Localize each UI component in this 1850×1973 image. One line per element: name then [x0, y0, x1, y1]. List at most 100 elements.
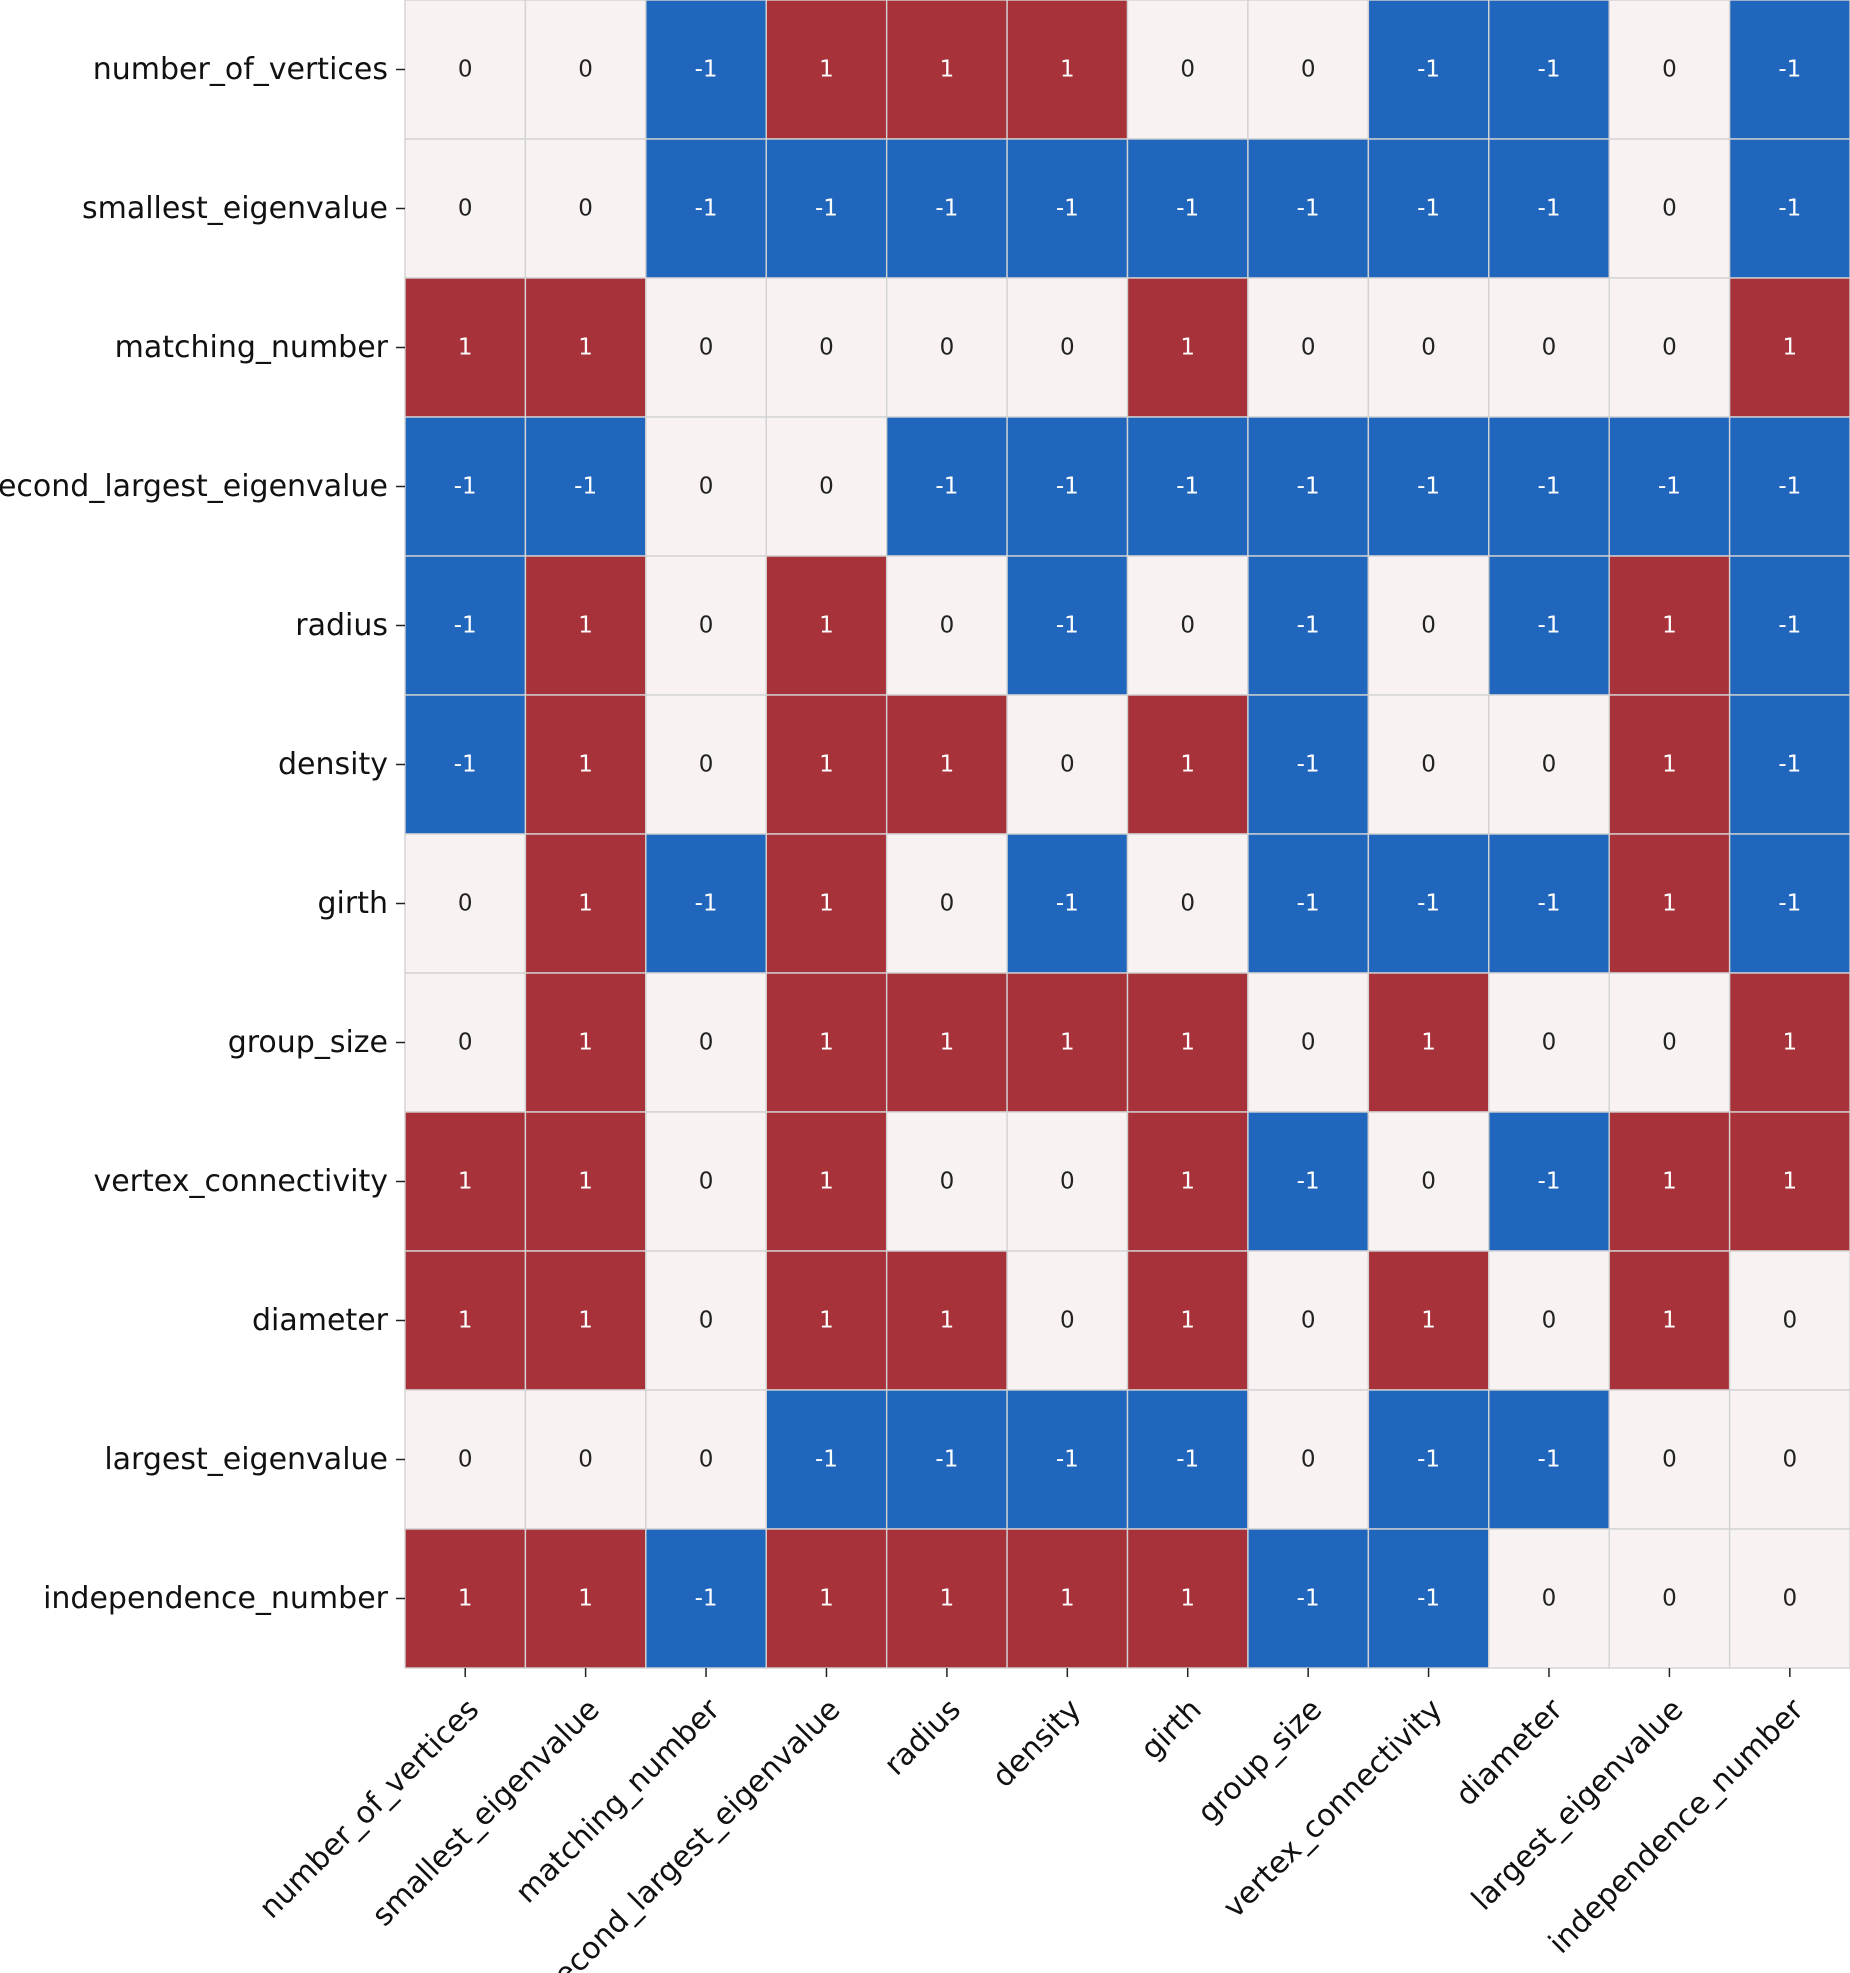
cell-value-label: 1 — [578, 335, 593, 361]
heatmap-cell — [1126, 0, 1249, 140]
cell-value-label: -1 — [1417, 1447, 1440, 1473]
heatmap-cell — [885, 277, 1008, 418]
heatmap-cell — [1006, 416, 1129, 557]
heatmap-cell — [1728, 138, 1850, 279]
cell-value-label: 0 — [1783, 1447, 1798, 1473]
cell-value-label: 1 — [1783, 335, 1798, 361]
cell-value-label: -1 — [815, 196, 838, 222]
cell-value-label: -1 — [1778, 57, 1801, 83]
row-label: vertex_connectivity — [93, 1164, 388, 1199]
cell-value-label: -1 — [695, 57, 718, 83]
heatmap-cell — [1367, 972, 1490, 1113]
column-label: smallest_eigenvalue — [365, 1692, 606, 1933]
heatmap-cell — [765, 277, 888, 418]
cell-value-label: -1 — [1538, 474, 1561, 500]
heatmap-cell — [765, 0, 888, 140]
cell-value-label: -1 — [1297, 891, 1320, 917]
heatmap-cell — [765, 1528, 888, 1669]
cell-value-label: -1 — [1538, 1447, 1561, 1473]
cell-value-label: 1 — [458, 1169, 473, 1195]
heatmap-cell — [1728, 1528, 1850, 1669]
cell-value-label: -1 — [1778, 613, 1801, 639]
column-label: largest_eigenvalue — [1465, 1692, 1690, 1917]
heatmap-cell — [645, 277, 767, 418]
heatmap-cell — [1006, 694, 1129, 835]
heatmap-cell — [645, 972, 767, 1113]
cell-value-label: -1 — [1297, 752, 1320, 778]
heatmap-cell — [1367, 833, 1490, 974]
cell-value-label: 0 — [1180, 57, 1195, 83]
heatmap-cell — [885, 833, 1008, 974]
cell-value-label: 0 — [699, 752, 714, 778]
cell-value-label: -1 — [1417, 891, 1440, 917]
cell-value-label: 1 — [1180, 752, 1195, 778]
column-label: independence_number — [1542, 1692, 1811, 1961]
cell-value-label: 1 — [940, 1030, 955, 1056]
cell-value-label: -1 — [935, 474, 958, 500]
heatmap-cell — [404, 277, 527, 418]
heatmap-cell — [524, 694, 647, 835]
cell-value-label: -1 — [1778, 891, 1801, 917]
heatmap-cell — [1367, 555, 1490, 696]
heatmap-cell — [765, 972, 888, 1113]
cell-value-label: 1 — [578, 752, 593, 778]
heatmap-cell — [1488, 1528, 1610, 1669]
cell-value-label: 1 — [1662, 613, 1677, 639]
column-label: density — [986, 1692, 1089, 1795]
heatmap-cell — [524, 416, 647, 557]
cell-value-label: 0 — [1662, 57, 1677, 83]
heatmap-cell — [1488, 0, 1610, 140]
cell-value-label: 1 — [578, 1308, 593, 1334]
heatmap-cell — [1608, 1389, 1731, 1530]
cell-value-label: 0 — [699, 335, 714, 361]
heatmap-cell — [1247, 833, 1370, 974]
heatmap-cell — [1126, 972, 1249, 1113]
column-labels: number_of_verticessmallest_eigenvaluemat… — [253, 1668, 1811, 1973]
heatmap-cell — [1608, 1111, 1731, 1252]
cell-value-label: -1 — [454, 613, 477, 639]
heatmap-cell — [885, 1528, 1008, 1669]
cell-value-label: -1 — [1056, 1447, 1079, 1473]
cell-value-label: 0 — [1060, 752, 1075, 778]
heatmap-cell — [885, 416, 1008, 557]
cell-value-label: 1 — [819, 1308, 834, 1334]
cell-value-label: 0 — [1301, 1308, 1316, 1334]
heatmap-cell — [885, 0, 1008, 140]
heatmap-cell — [1006, 1389, 1129, 1530]
cell-value-label: 0 — [699, 474, 714, 500]
cell-value-label: 1 — [1421, 1308, 1436, 1334]
cell-value-label: 0 — [458, 1447, 473, 1473]
row-label: second_largest_eigenvalue — [0, 469, 388, 504]
cell-value-label: 0 — [1783, 1586, 1798, 1612]
cell-value-label: 1 — [819, 57, 834, 83]
column-label: diameter — [1449, 1692, 1570, 1813]
cell-value-label: 1 — [1662, 752, 1677, 778]
column-label: girth — [1134, 1692, 1209, 1767]
heatmap-cell — [404, 1111, 527, 1252]
row-label: density — [278, 747, 388, 782]
heatmap-cell — [524, 1528, 647, 1669]
cell-value-label: 0 — [1421, 752, 1436, 778]
heatmap-cell — [1367, 0, 1490, 140]
cell-value-label: 0 — [1301, 1447, 1316, 1473]
cell-value-label: 1 — [819, 1169, 834, 1195]
heatmap-cell — [1006, 833, 1129, 974]
heatmap-cell — [1247, 1111, 1370, 1252]
cell-value-label: 0 — [458, 891, 473, 917]
cell-value-label: 1 — [819, 1586, 834, 1612]
cell-value-label: 0 — [699, 1308, 714, 1334]
heatmap-cell — [1126, 1250, 1249, 1391]
heatmap-cell — [1608, 416, 1731, 557]
heatmap-cell — [1367, 1111, 1490, 1252]
cell-value-label: 0 — [699, 613, 714, 639]
row-label: girth — [318, 886, 389, 921]
cell-value-label: 0 — [578, 196, 593, 222]
cell-value-label: 1 — [819, 613, 834, 639]
cell-value-label: -1 — [1538, 57, 1561, 83]
heatmap-cell — [1488, 416, 1610, 557]
cell-value-label: -1 — [695, 1586, 718, 1612]
cell-value-label: -1 — [1778, 196, 1801, 222]
cell-value-label: -1 — [1417, 1586, 1440, 1612]
cell-value-label: 0 — [819, 335, 834, 361]
cell-value-label: 1 — [1180, 1030, 1195, 1056]
